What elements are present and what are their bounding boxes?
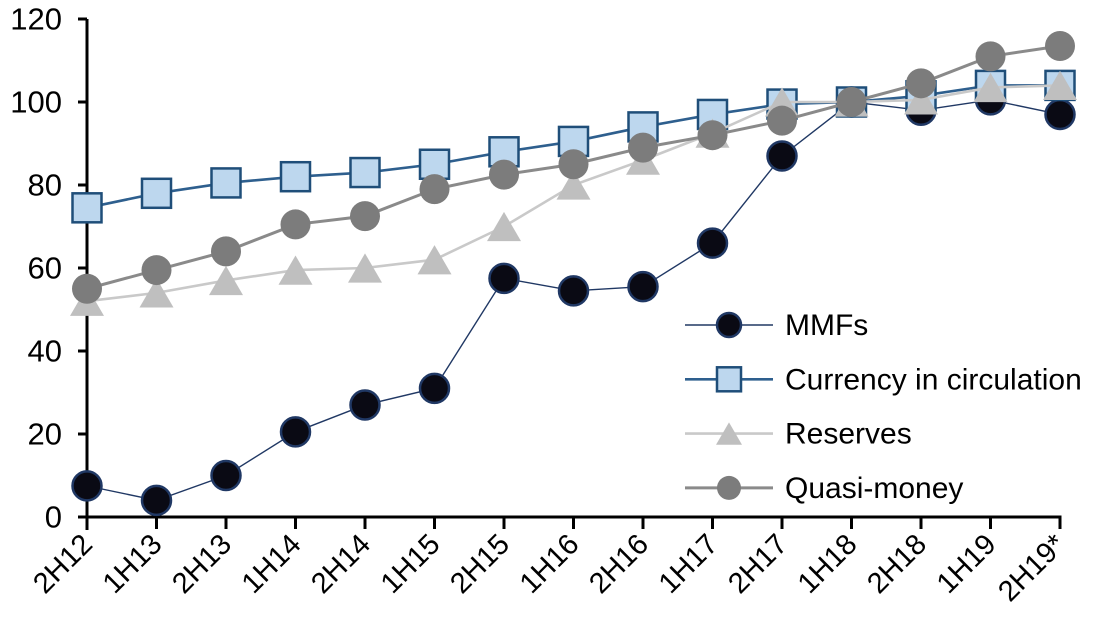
y-tick-label: 40 — [28, 334, 62, 369]
data-point-mmfs — [418, 372, 451, 405]
data-point-reserves — [139, 278, 174, 308]
data-point-quasi-money — [419, 174, 450, 205]
data-point-quasi-money — [975, 41, 1006, 72]
data-point-quasi-money — [211, 236, 241, 267]
x-tick-label: 2H13 — [166, 528, 238, 600]
data-point-quasi-money — [141, 255, 172, 286]
x-tick-label: 1H18 — [792, 528, 864, 600]
data-point-mmfs — [627, 270, 659, 303]
y-tick-label: 0 — [45, 500, 62, 535]
y-tick-label: 100 — [10, 85, 62, 120]
legend-label-quasi-money: Quasi-money — [785, 472, 963, 505]
legend: MMFs Currency in circulation Reserves Quasi… — [685, 309, 1082, 505]
y-tick-label: 80 — [28, 168, 62, 203]
data-point-quasi-money — [489, 159, 519, 190]
x-tick-label: 2H15 — [444, 528, 516, 600]
x-tick-label: 1H16 — [514, 528, 586, 600]
data-point-reserves — [487, 211, 521, 242]
data-point-reserves — [1043, 70, 1077, 101]
data-point-mmfs — [140, 484, 173, 517]
legend-item-quasi-money: Quasi-money — [685, 472, 963, 505]
y-tick-label: 60 — [28, 251, 62, 286]
data-point-mmfs — [349, 389, 381, 421]
data-point-quasi-money — [697, 120, 728, 151]
data-point-currency-in-circulation — [349, 156, 381, 189]
x-tick-label: 1H13 — [97, 528, 169, 600]
legend-label-currency-in-circulation: Currency in circulation — [785, 363, 1082, 396]
data-point-quasi-money — [906, 68, 936, 99]
data-point-currency-in-circulation — [210, 167, 242, 199]
data-point-currency-in-circulation — [71, 192, 103, 224]
data-point-reserves — [417, 245, 452, 275]
x-tick-label: 2H18 — [861, 528, 933, 600]
y-tick-label: 20 — [28, 417, 62, 452]
data-point-quasi-money — [1045, 30, 1075, 61]
legend-marker-reserves-icon — [716, 422, 742, 445]
data-point-mmfs — [488, 262, 520, 295]
data-point-quasi-money — [628, 132, 658, 163]
data-point-mmfs — [71, 470, 103, 502]
data-point-reserves — [348, 253, 382, 283]
legend-label-reserves: Reserves — [785, 418, 912, 451]
legend-item-reserves: Reserves — [685, 418, 912, 451]
data-point-mmfs — [1044, 98, 1076, 131]
data-point-currency-in-circulation — [279, 160, 312, 193]
x-tick-label: 1H14 — [236, 528, 308, 600]
data-point-mmfs — [210, 459, 242, 492]
data-point-mmfs — [696, 227, 729, 259]
x-tick-label: 1H17 — [653, 528, 725, 600]
data-point-reserves — [209, 265, 243, 296]
x-tick-label: 2H19* — [992, 528, 1072, 608]
x-tick-label: 2H12 — [27, 528, 99, 600]
data-point-reserves — [278, 255, 313, 285]
data-point-mmfs — [557, 275, 590, 307]
data-point-quasi-money — [350, 201, 380, 232]
data-point-reserves — [556, 170, 591, 200]
x-tick-label: 2H14 — [305, 528, 377, 600]
data-point-quasi-money — [72, 273, 102, 304]
data-point-mmfs — [279, 416, 312, 448]
y-tick-label: 120 — [10, 2, 62, 37]
x-tick-label: 2H16 — [583, 528, 655, 600]
data-point-currency-in-circulation — [488, 136, 520, 168]
x-tick-label: 1H15 — [375, 528, 447, 600]
legend-marker-quasi-money-icon — [717, 475, 741, 500]
data-point-currency-in-circulation — [140, 177, 173, 210]
legend-item-mmfs: MMFs — [685, 309, 868, 342]
data-point-reserves — [973, 72, 1008, 103]
legend-item-currency-in-circulation: Currency in circulation — [685, 363, 1082, 396]
data-point-mmfs — [766, 140, 798, 172]
legend-label-mmfs: MMFs — [785, 309, 868, 342]
data-point-reserves — [904, 85, 938, 115]
data-point-quasi-money — [767, 105, 797, 136]
data-point-quasi-money — [280, 209, 311, 240]
series-quasi-money — [72, 30, 1075, 304]
legend-marker-currency-in-circulation-icon — [715, 366, 743, 393]
data-point-quasi-money — [836, 87, 867, 117]
data-point-quasi-money — [558, 149, 589, 180]
legend-marker-mmfs-icon — [715, 311, 743, 339]
x-tick-label: 2H17 — [722, 528, 794, 600]
x-tick-label: 1H19 — [931, 528, 1003, 600]
